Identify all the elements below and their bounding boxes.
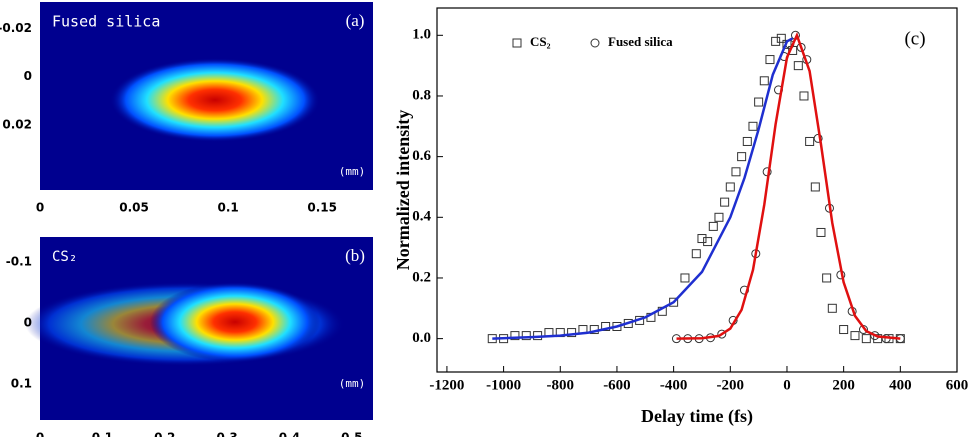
marker-square — [510, 331, 520, 341]
y-tick-label: 0.2 — [412, 269, 431, 285]
x-tick-label: 0.1 — [218, 201, 239, 215]
marker-square — [697, 234, 707, 244]
legend-marker — [590, 38, 600, 48]
marker-square — [731, 167, 741, 177]
marker-square — [754, 97, 764, 107]
x-tick-label: -200 — [717, 377, 745, 393]
marker-square — [873, 334, 883, 344]
panel-a-image — [40, 2, 373, 190]
x-tick-label: 200 — [832, 377, 855, 393]
panel-label: CS₂ — [52, 249, 77, 265]
marker-circle — [717, 329, 727, 339]
marker-square — [720, 197, 730, 207]
marker-square — [742, 136, 752, 146]
x-tick-label: 0.4 — [279, 431, 300, 437]
panel-label: Fused silica — [52, 13, 160, 31]
marker-square — [861, 334, 871, 344]
legend-label: CS₂ — [530, 34, 551, 49]
legend-marker — [512, 38, 522, 48]
marker-square — [799, 91, 809, 101]
y-tick-label: -0.02 — [0, 21, 32, 35]
unit-label: (mm) — [339, 165, 366, 178]
panel-b-image — [25, 237, 373, 420]
fit-line — [492, 37, 794, 340]
heatmap-spot — [150, 282, 320, 362]
y-tick-label: 1.0 — [412, 27, 431, 43]
marker-square — [827, 303, 837, 313]
x-tick-label: 0.3 — [216, 431, 237, 437]
marker-square — [567, 328, 577, 338]
x-tick-label: 0 — [783, 377, 791, 393]
panel-tag: (a) — [346, 11, 365, 30]
marker-square — [810, 182, 820, 192]
y-axis-title: Normalized intensity — [393, 110, 413, 270]
marker-square — [737, 152, 747, 162]
y-tick-label: 0.02 — [2, 117, 32, 131]
marker-square — [850, 331, 860, 341]
x-tick-label: 0.05 — [119, 201, 149, 215]
x-tick-label: 400 — [889, 377, 912, 393]
y-tick-label: -0.1 — [6, 255, 32, 269]
heatmap-spot — [110, 58, 320, 142]
x-tick-label: 0 — [36, 201, 44, 215]
x-tick-label: -600 — [603, 377, 631, 393]
marker-square — [703, 237, 713, 247]
fit-line — [676, 31, 901, 340]
panel-tag: (c) — [904, 28, 925, 49]
marker-square — [601, 322, 611, 331]
legend-label: Fused silica — [608, 34, 673, 49]
y-tick-label: 0.1 — [11, 377, 32, 391]
x-tick-label: 600 — [946, 377, 969, 393]
x-tick-label: -1000 — [486, 377, 521, 393]
unit-label: (mm) — [339, 377, 366, 390]
x-tick-label: 0.15 — [307, 201, 337, 215]
marker-square — [708, 221, 718, 231]
marker-square — [521, 331, 531, 341]
x-tick-label: -800 — [547, 377, 575, 393]
marker-square — [765, 55, 775, 65]
y-tick-label: 0 — [24, 69, 32, 83]
marker-square — [771, 36, 781, 46]
panel-tag: (b) — [345, 246, 365, 265]
plot-frame — [436, 7, 958, 373]
y-tick-label: 0.8 — [412, 87, 431, 103]
x-tick-label: 0.1 — [92, 431, 113, 437]
y-tick-label: 0.0 — [412, 330, 431, 346]
x-tick-label: 0.2 — [154, 431, 175, 437]
marker-square — [669, 297, 679, 307]
marker-circle — [796, 42, 806, 52]
marker-square — [839, 325, 849, 335]
x-tick-label: 0 — [36, 431, 44, 437]
marker-square — [816, 227, 826, 237]
marker-square — [793, 61, 803, 71]
marker-square — [691, 249, 701, 259]
marker-square — [748, 121, 758, 131]
marker-circle — [813, 133, 823, 143]
y-tick-label: 0.4 — [412, 209, 431, 225]
marker-square — [805, 136, 815, 146]
y-tick-label: 0.6 — [412, 148, 431, 164]
marker-square — [759, 76, 769, 86]
marker-square — [822, 273, 832, 283]
marker-square — [714, 212, 724, 222]
x-tick-label: 0.5 — [341, 431, 362, 437]
x-tick-label: -400 — [660, 377, 688, 393]
marker-square — [725, 182, 735, 192]
marker-square — [680, 273, 690, 283]
y-tick-label: 0 — [24, 316, 32, 330]
x-tick-label: -1200 — [429, 377, 464, 393]
x-axis-title: Delay time (fs) — [641, 406, 753, 427]
marker-square — [776, 33, 786, 43]
